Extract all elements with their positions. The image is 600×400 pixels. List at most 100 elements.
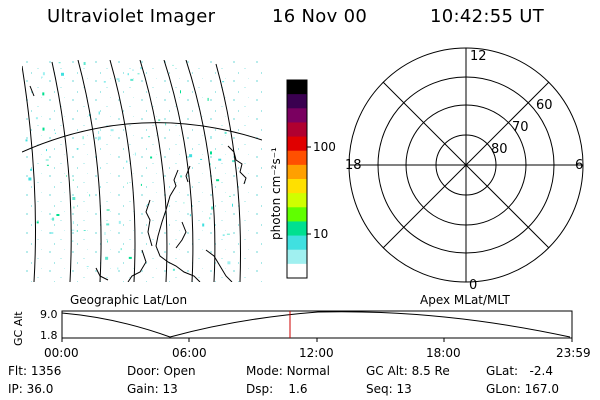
uv-emission-spot	[72, 179, 74, 181]
color-bar-stripe	[287, 235, 307, 251]
info-dsp: Dsp: 1.6	[246, 382, 308, 396]
uv-emission-spot	[42, 72, 45, 76]
uv-emission-spot	[73, 206, 75, 209]
uv-emission-spot	[46, 149, 47, 152]
orbit-x-tick-0000: 00:00	[44, 346, 79, 360]
uv-emission-spot	[72, 221, 74, 225]
uv-emission-spot	[227, 261, 231, 265]
uv-emission-spot	[127, 182, 128, 184]
color-bar-stripe	[287, 263, 307, 279]
mlat-label-80: 80	[491, 142, 508, 157]
uv-emission-speckle	[22, 60, 262, 282]
uv-emission-spot	[172, 268, 175, 271]
uv-emission-spot	[226, 233, 230, 235]
info-gain: Gain: 13	[127, 382, 178, 396]
instrument-title: Ultraviolet Imager	[47, 6, 216, 27]
coastlines	[29, 85, 247, 282]
uv-emission-spot	[222, 234, 225, 236]
polar-diagonal-2	[382, 81, 550, 249]
color-bar: 100 10 photon cm⁻²s⁻¹	[269, 79, 336, 279]
uv-emission-spot	[140, 67, 142, 70]
uv-emission-spot	[134, 152, 136, 156]
observation-time: 10:42:55 UT	[430, 6, 545, 27]
uv-emission-spot	[216, 179, 220, 182]
uv-emission-spot	[211, 206, 213, 210]
color-bar-stripe	[287, 249, 307, 265]
orbit-plot: 9.0 1.8 GC Alt 00:00 06:00 12:00 18:00 2…	[12, 308, 591, 360]
orbit-altitude-curve	[61, 311, 571, 338]
uv-emission-spot	[165, 122, 167, 126]
uv-emission-spot	[150, 156, 153, 159]
uv-emission-spot	[232, 160, 235, 163]
info-flt: Flt: 1356	[8, 364, 62, 378]
color-bar-label-100: 100	[313, 140, 336, 154]
polar-labels: 12 18 6 0 60 70 80	[345, 49, 583, 293]
geographic-map	[22, 60, 262, 282]
uv-emission-spot	[25, 139, 28, 142]
uv-emission-spot	[66, 175, 67, 177]
uv-emission-spot	[36, 221, 39, 224]
uv-emission-spot	[42, 127, 45, 131]
uv-emission-spot	[210, 151, 212, 155]
color-bar-stripe	[287, 164, 307, 180]
uv-emission-spot	[104, 232, 106, 235]
uv-emission-spot	[148, 136, 150, 138]
polar-plot	[348, 47, 584, 283]
uv-emission-spot	[110, 129, 114, 132]
uv-emission-spot	[180, 175, 183, 178]
uv-emission-spot	[46, 164, 49, 166]
uv-emission-spot	[71, 229, 75, 231]
uv-emission-spot	[54, 132, 56, 134]
color-bar-label-10: 10	[313, 227, 328, 241]
uv-emission-spot	[210, 136, 212, 138]
map-caption: Geographic Lat/Lon	[70, 293, 187, 307]
mlat-label-60: 60	[536, 98, 553, 113]
uv-emission-spot	[183, 202, 185, 204]
uv-emission-spot	[42, 92, 45, 96]
orbit-x-tick-2359: 23:59	[556, 346, 591, 360]
uv-emission-spot	[130, 78, 134, 81]
color-bar-stripe	[287, 193, 307, 208]
uv-emission-spot	[180, 90, 181, 94]
uv-emission-spot	[30, 168, 33, 171]
mlt-label-6: 6	[575, 158, 583, 173]
uv-emission-spot	[86, 266, 89, 267]
uv-emission-spot	[229, 195, 231, 197]
polar-caption: Apex MLat/MLT	[420, 293, 510, 307]
color-bar-stripe	[287, 221, 307, 237]
uv-emission-spot	[209, 217, 211, 220]
uv-emission-spot	[89, 194, 91, 197]
orbit-x-tick-1200: 12:00	[299, 346, 334, 360]
uv-emission-spot	[127, 73, 129, 76]
uv-emission-spot	[224, 131, 227, 134]
uv-emission-spot	[140, 183, 142, 186]
observation-date: 16 Nov 00	[272, 6, 368, 27]
uv-emission-spot	[97, 136, 101, 140]
uv-emission-spot	[72, 240, 74, 242]
uv-emission-spot	[41, 76, 43, 78]
uv-emission-spot	[202, 223, 205, 227]
uv-emission-spot	[218, 158, 222, 161]
latitude-line	[22, 122, 262, 153]
orbit-y-axis-label: GC Alt	[12, 311, 25, 346]
info-door: Door: Open	[127, 364, 196, 378]
uv-emission-spot	[82, 136, 84, 140]
orbit-x-tick-1800: 18:00	[426, 346, 461, 360]
uv-emission-spot	[106, 209, 110, 211]
info-ip: IP: 36.0	[8, 382, 54, 396]
uv-emission-spot	[28, 177, 32, 181]
uv-emission-spot	[103, 81, 106, 83]
uv-emission-spot	[116, 78, 120, 81]
uv-emission-spot	[61, 72, 64, 76]
info-mode: Mode: Normal	[246, 364, 330, 378]
color-bar-stripe	[287, 94, 307, 109]
uv-emission-spot	[50, 232, 54, 234]
color-bar-gradient	[287, 80, 307, 279]
uv-emission-spot	[56, 214, 60, 216]
info-glat: GLat: -2.4	[486, 364, 553, 378]
color-bar-stripe	[287, 150, 307, 166]
mlat-label-70: 70	[512, 120, 529, 135]
uv-emission-spot	[128, 256, 132, 259]
color-bar-stripe	[287, 136, 307, 152]
